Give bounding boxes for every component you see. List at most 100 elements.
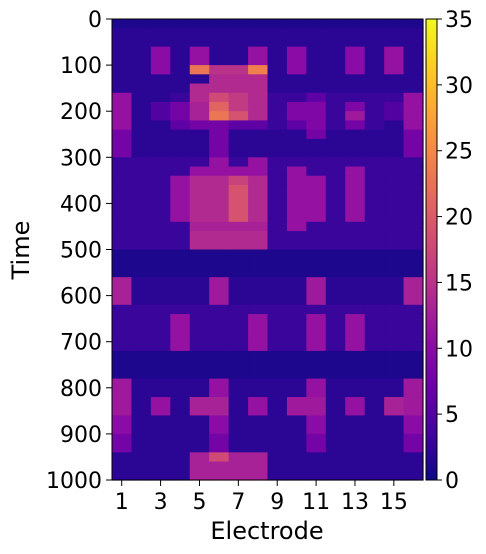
heatmap-cell [306,397,327,417]
heatmap-cell [384,157,405,168]
heatmap-cell [364,138,385,158]
heatmap-cell [267,19,288,29]
heatmap-cell [150,92,171,103]
heatmap-cell [286,184,307,223]
heatmap-cell [209,415,230,435]
heatmap-cell [364,249,385,278]
heatmap-cell [345,461,366,481]
heatmap-cell [403,341,424,352]
heatmap-cell [286,83,307,94]
heatmap-cell [131,138,152,158]
heatmap-cell [150,350,171,380]
heatmap-cell [170,415,191,435]
heatmap-cell [286,46,307,66]
heatmap-cell [131,341,152,352]
heatmap-cell [209,221,230,232]
heatmap-cell [364,101,385,112]
heatmap-cell [228,415,249,435]
heatmap-cell [228,101,249,112]
heatmap-cell [112,138,133,158]
colorbar-tick-label: 20 [445,206,473,231]
heatmap-cell [189,28,210,48]
heatmap-cell [384,350,405,380]
heatmap-cell [170,46,191,66]
heatmap-cell [364,28,385,48]
heatmap-cell [131,28,152,48]
heatmap-cell [248,341,269,352]
heatmap-cell [131,415,152,435]
heatmap-cell [364,74,385,85]
heatmap-cell [345,92,366,103]
heatmap-cell [189,46,210,66]
heatmap-cell [131,397,152,417]
heatmap-cell [345,138,366,158]
heatmap-cell [112,46,133,66]
heatmap-cell [131,19,152,29]
heatmap-cell [267,46,288,66]
heatmap-cell [384,83,405,94]
heatmap-cell [248,166,269,177]
heatmap-cell [345,221,366,232]
heatmap-cell [112,249,133,278]
heatmap-cell [325,129,346,140]
heatmap-cell [364,415,385,435]
heatmap-cell [325,304,346,315]
heatmap-cell [189,65,210,75]
heatmap-cell [228,221,249,232]
y-tick-label: 200 [60,100,102,125]
heatmap-cell [150,129,171,140]
heatmap-cell [248,452,269,463]
y-tick-label: 100 [60,54,102,79]
heatmap-cell [189,157,210,168]
heatmap-cell [364,175,385,186]
heatmap-cell [364,221,385,232]
heatmap-cell [189,166,210,177]
heatmap-cell [403,461,424,481]
heatmap-cell [248,46,269,66]
heatmap-cell [170,433,191,453]
heatmap-cell [306,433,327,453]
heatmap-cell [228,277,249,306]
heatmap-cell [345,101,366,112]
heatmap-cell [209,277,230,306]
heatmap-cell [345,129,366,140]
heatmap-cell [209,129,230,140]
heatmap-cell [189,138,210,158]
heatmap-cell [384,101,405,112]
heatmap-cell [267,138,288,158]
heatmap-cell [228,314,249,343]
heatmap-cell [189,92,210,103]
heatmap-cell [345,157,366,168]
heatmap-cell [189,184,210,223]
heatmap-cell [403,249,424,278]
heatmap-cell [228,28,249,48]
heatmap-cell [325,65,346,75]
colorbar-tick-label: 0 [445,469,459,494]
heatmap-cell [325,249,346,278]
heatmap-cell [286,166,307,177]
x-tick-label: 13 [341,490,369,515]
heatmap-cell [325,221,346,232]
heatmap-cell [306,83,327,94]
heatmap-cell [267,433,288,453]
heatmap-cell [131,304,152,315]
heatmap-cell [248,184,269,223]
heatmap-cell [112,28,133,48]
heatmap-cell [325,433,346,453]
heatmap-cell [384,461,405,481]
heatmap-cell [384,175,405,186]
heatmap-cell [150,28,171,48]
y-tick-label: 0 [88,8,102,33]
heatmap-cell [228,175,249,186]
heatmap-cell [325,157,346,168]
x-tick-label: 9 [270,490,284,515]
heatmap-cell [228,166,249,177]
heatmap-cell [189,433,210,453]
heatmap-cell [306,231,327,251]
heatmap-cell [345,74,366,85]
heatmap-cell [248,461,269,481]
heatmap-cell [403,120,424,131]
heatmap-cell [286,157,307,168]
heatmap-cell [364,277,385,306]
heatmap-cell [248,350,269,380]
